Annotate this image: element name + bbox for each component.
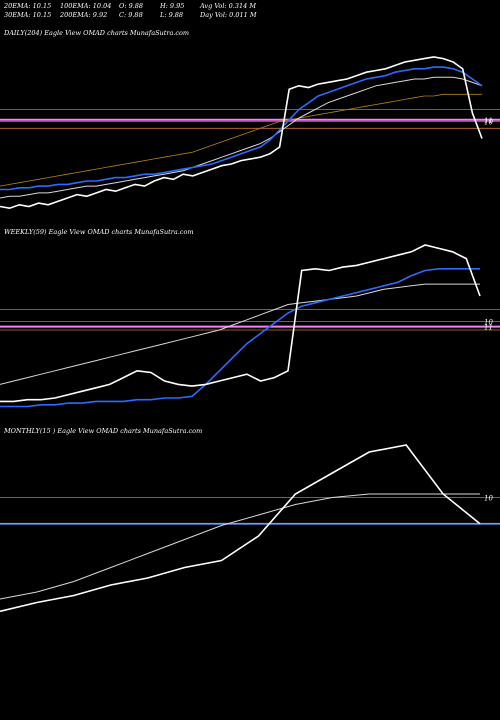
header-day-vol: Day Vol: 0.011 M: [200, 11, 257, 19]
ema-white-series-line: [0, 283, 480, 385]
price-axis-label: 10: [484, 495, 493, 503]
daily-chart-panel: 10 11: [0, 40, 500, 225]
price-series-line: [0, 244, 481, 403]
price-axis-label: 10: [484, 119, 493, 127]
ema-white-series-line: [0, 76, 483, 199]
ema-white-series-line: [0, 493, 480, 600]
monthly-chart-title: MONTHLY(15 ) Eagle View OMAD charts Muna…: [4, 427, 203, 435]
header-ema30: 30EMA: 10.15: [4, 11, 52, 19]
header-ema20: 20EMA: 10.15: [4, 2, 52, 10]
header-high: H: 9.95: [160, 2, 185, 10]
header-close: C: 9.88: [119, 11, 143, 19]
header-ema200: 200EMA: 9.92: [60, 11, 108, 19]
header-open: O: 9.88: [119, 2, 144, 10]
monthly-chart: 10: [0, 444, 500, 613]
ema-blue-series-line: [0, 267, 480, 408]
ema-blue-series-line: [0, 66, 483, 191]
header-ema100: 100EMA: 10.04: [60, 2, 112, 10]
price-axis-label: 10: [484, 319, 493, 327]
weekly-chart-panel: 10 11: [0, 240, 500, 425]
ema-brown-series-line: [0, 93, 482, 187]
price-series-line: [0, 444, 481, 613]
price-axis-label: 11: [484, 324, 493, 332]
weekly-chart-title: WEEKLY(59) Eagle View OMAD charts Munafa…: [4, 228, 194, 236]
price-axis-label: 11: [484, 117, 493, 125]
monthly-chart-panel: 10: [0, 440, 500, 640]
price-series-line: [0, 56, 483, 210]
header-low: L: 9.88: [160, 11, 184, 19]
daily-chart-title: DAILY(204) Eagle View OMAD charts Munafa…: [4, 29, 190, 37]
header-avg-vol: Avg Vol: 0.314 M: [200, 2, 257, 10]
